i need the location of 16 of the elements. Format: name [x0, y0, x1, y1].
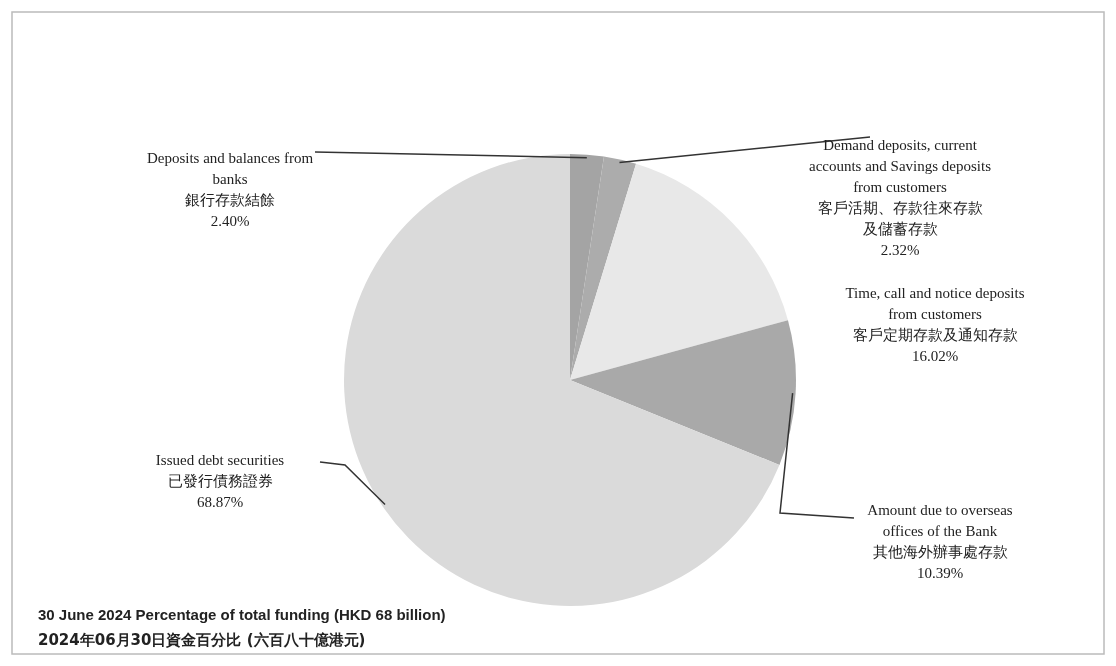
data-label: 16.02%	[911, 348, 959, 364]
data-label: 10.39%	[916, 565, 964, 581]
slice-label: Amount due to overseas offices of the Bank 其他海外辦事處存款	[867, 502, 1013, 560]
data-label: 2.32%	[880, 242, 920, 258]
slice-label: Demand deposits, current accounts and Savings deposits from customers 客戶活期、存款往來存款及儲蓄存款	[808, 137, 992, 237]
data-label: 68.87%	[196, 494, 244, 510]
pie-slice	[570, 320, 796, 465]
pie-slice	[344, 154, 780, 606]
data-label: 2.40%	[210, 213, 250, 229]
slice-label: Deposits and balances from banks 銀行存款結餘	[146, 150, 314, 208]
slice-label: Time, call and notice deposits from customers 客戶定期存款及通知存款	[845, 285, 1025, 343]
pie-slice	[570, 163, 788, 380]
slice-label: Issued debt securities 已發行債務證券	[155, 452, 285, 489]
pie-slice	[570, 156, 637, 380]
text: 2024年06月30日資金百分比 (六百八十億港元)	[38, 631, 366, 649]
text: 30 June 2024 Percentage of total funding (HKD 68 billion)	[38, 606, 446, 623]
